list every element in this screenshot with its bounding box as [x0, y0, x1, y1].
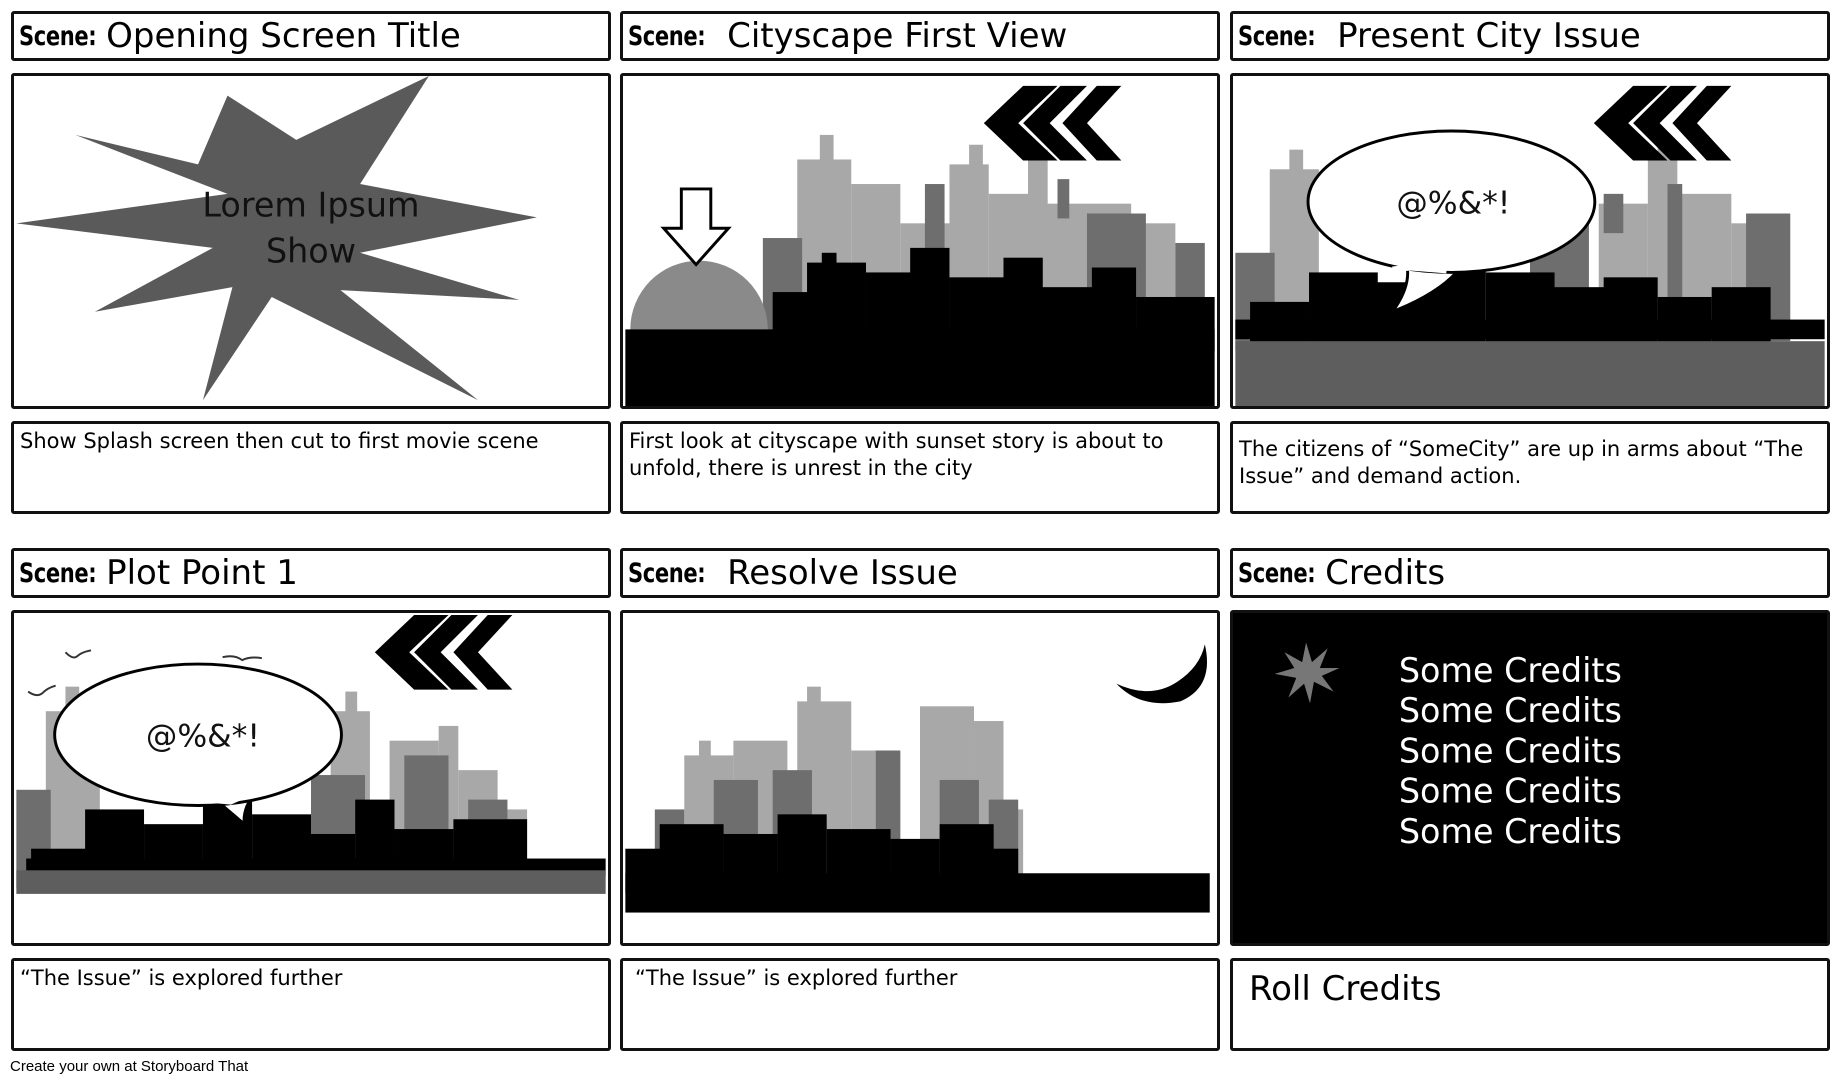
scene-description-1[interactable]: Show Splash screen then cut to first mov…: [11, 421, 611, 514]
moon-icon: [1116, 644, 1208, 704]
city-issue-illustration: @%&*!: [1235, 85, 1825, 406]
scene-description-text: “The Issue” is explored further: [20, 966, 343, 990]
scene-picture-1[interactable]: Lorem Ipsum Show: [11, 73, 611, 409]
scene-title-1[interactable]: Scene: Opening Screen Title: [11, 11, 611, 61]
chevron-left-icon: [983, 85, 1122, 161]
splash-title-line2: Show: [266, 232, 356, 271]
credit-line: Some Credits: [1399, 772, 1622, 811]
ground-strip: [16, 870, 606, 894]
chevron-left-icon: [374, 614, 513, 690]
chevron-left-icon: [1593, 85, 1732, 161]
scene-description-4[interactable]: “The Issue” is explored further: [11, 958, 611, 1051]
scene-description-text: Show Splash screen then cut to first mov…: [20, 429, 539, 453]
scene-title-text: Cityscape First View: [727, 16, 1068, 56]
scene-title-4[interactable]: Scene: Plot Point 1: [11, 548, 611, 598]
splash-starburst: [1274, 642, 1340, 704]
city-foreground-silhouette: [1235, 252, 1825, 351]
scene-picture-4[interactable]: @%&*!: [11, 610, 611, 946]
speech-text: @%&*!: [146, 719, 260, 755]
scene-description-text: Roll Credits: [1249, 969, 1442, 1009]
scene-label: Scene:: [19, 20, 97, 52]
scene-title-text: Opening Screen Title: [106, 16, 461, 56]
scene-description-text: First look at cityscape with sunset stor…: [629, 429, 1164, 480]
scene-title-2[interactable]: Scene: Cityscape First View: [620, 11, 1220, 61]
scene-description-text: “The Issue” is explored further: [635, 966, 958, 990]
night-city-illustration: [625, 644, 1210, 913]
scene-description-5[interactable]: “The Issue” is explored further: [620, 958, 1220, 1051]
scene-picture-2[interactable]: [620, 73, 1220, 409]
scene-label: Scene:: [628, 557, 706, 589]
city-foreground-silhouette: [625, 814, 1210, 913]
scene-label: Scene:: [1238, 557, 1316, 589]
scene-title-text: Plot Point 1: [106, 553, 298, 593]
speech-bubble: @%&*!: [53, 662, 343, 828]
scene-description-2[interactable]: First look at cityscape with sunset stor…: [620, 421, 1220, 514]
scene-title-text: Credits: [1325, 553, 1446, 593]
splash-title-line1: Lorem Ipsum: [202, 185, 419, 224]
scene-title-5[interactable]: Scene: Resolve Issue: [620, 548, 1220, 598]
splash-illustration: Lorem Ipsum Show: [16, 76, 537, 401]
down-arrow-icon: [660, 187, 732, 267]
ground-strip: [1235, 341, 1825, 406]
plot-point-illustration: @%&*!: [16, 614, 606, 894]
scene-title-6[interactable]: Scene: Credits: [1230, 548, 1830, 598]
scene-label: Scene:: [628, 20, 706, 52]
scene-title-3[interactable]: Scene: Present City Issue: [1230, 11, 1830, 61]
footer-credit: Create your own at Storyboard That: [10, 1058, 249, 1075]
credit-line: Some Credits: [1399, 731, 1622, 770]
scene-description-6[interactable]: Roll Credits: [1230, 958, 1830, 1051]
credit-line: Some Credits: [1399, 691, 1622, 730]
scene-description-3[interactable]: The citizens of “SomeCity” are up in arm…: [1230, 421, 1830, 514]
credit-line: Some Credits: [1399, 651, 1622, 690]
bird-icon: [27, 649, 263, 697]
scene-label: Scene:: [19, 557, 97, 589]
splash-starburst: [16, 76, 537, 401]
speech-bubble: @%&*!: [1306, 129, 1597, 315]
scene-picture-6[interactable]: Some Credits Some Credits Some Credits S…: [1230, 610, 1830, 946]
scene-description-text: The citizens of “SomeCity” are up in arm…: [1239, 437, 1804, 488]
scene-picture-3[interactable]: @%&*!: [1230, 73, 1830, 409]
cityscape-illustration: [625, 85, 1215, 406]
credit-line: Some Credits: [1399, 812, 1622, 851]
scene-title-text: Resolve Issue: [727, 553, 958, 593]
speech-text: @%&*!: [1396, 186, 1510, 222]
city-foreground-silhouette: [625, 247, 1215, 406]
scene-picture-5[interactable]: [620, 610, 1220, 946]
scene-label: Scene:: [1238, 20, 1316, 52]
scene-title-text: Present City Issue: [1337, 16, 1641, 56]
credits-illustration: Some Credits Some Credits Some Credits S…: [1235, 613, 1825, 943]
